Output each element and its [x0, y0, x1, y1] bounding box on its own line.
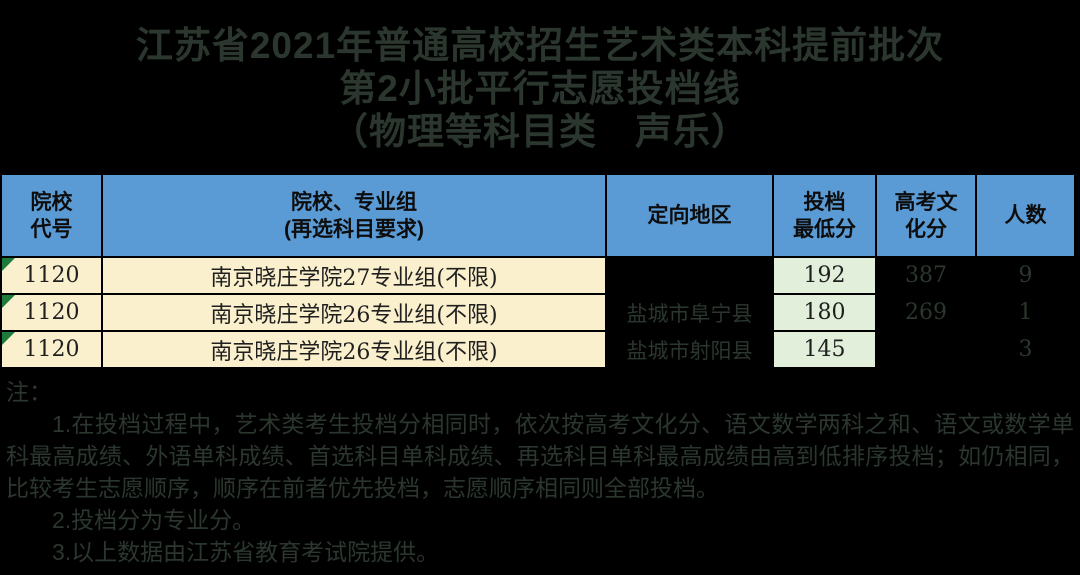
- cell-culture-score: 269: [877, 295, 975, 330]
- cell-college-code: 1120: [2, 258, 101, 293]
- cell-culture-score: 387: [877, 258, 975, 293]
- cell-count: 9: [977, 258, 1074, 293]
- cell-college-group: 南京晓庄学院26专业组(不限): [103, 295, 605, 330]
- header-college-group: 院校、专业组 (再选科目要求): [103, 175, 605, 256]
- title-line-3: （物理等科目类 声乐）: [331, 111, 749, 152]
- cell-min-score: 192: [774, 258, 875, 293]
- cell-count: 3: [977, 332, 1074, 367]
- notes-section: 注： 1.在投档过程中，艺术类考生投档分相同时，依次按高考文化分、语文数学两科之…: [6, 376, 1074, 568]
- cell-target-region: 盐城市阜宁县: [607, 295, 772, 330]
- cell-target-region: 盐城市射阳县: [607, 332, 772, 367]
- header-min-score: 投档 最低分: [774, 175, 875, 256]
- header-culture-score: 高考文 化分: [877, 175, 975, 256]
- note-item-1: 1.在投档过程中，艺术类考生投档分相同时，依次按高考文化分、语文数学两科之和、语…: [6, 411, 1074, 501]
- header-target-region: 定向地区: [607, 175, 772, 256]
- college-code-value: 1120: [23, 337, 80, 362]
- college-code-value: 1120: [23, 263, 80, 288]
- note-item-3: 3.以上数据由江苏省教育考试院提供。: [52, 539, 440, 565]
- cell-target-region: [607, 258, 772, 293]
- cell-min-score: 180: [774, 295, 875, 330]
- title-line-1: 江苏省2021年普通高校招生艺术类本科提前批次: [135, 25, 945, 66]
- header-count: 人数: [977, 175, 1074, 256]
- cell-count: 1: [977, 295, 1074, 330]
- cell-college-code: 1120: [2, 295, 101, 330]
- cell-min-score: 145: [774, 332, 875, 367]
- admission-cutoff-table: 院校 代号 院校、专业组 (再选科目要求) 定向地区 投档 最低分 高考文 化分…: [2, 175, 1074, 367]
- cell-culture-score: [877, 332, 975, 367]
- excel-flag-triangle-icon: [2, 258, 15, 271]
- note-item-2: 2.投档分为专业分。: [52, 507, 256, 533]
- cell-college-group: 南京晓庄学院27专业组(不限): [103, 258, 605, 293]
- notes-label: 注：: [6, 379, 52, 405]
- title-line-2: 第2小批平行志愿投档线: [339, 68, 741, 109]
- cell-college-group: 南京晓庄学院26专业组(不限): [103, 332, 605, 367]
- college-code-value: 1120: [23, 300, 80, 325]
- excel-flag-triangle-icon: [2, 332, 15, 345]
- excel-flag-triangle-icon: [2, 295, 15, 308]
- cell-college-code: 1120: [2, 332, 101, 367]
- header-college-code: 院校 代号: [2, 175, 101, 256]
- page-title: 江苏省2021年普通高校招生艺术类本科提前批次 第2小批平行志愿投档线 （物理等…: [0, 24, 1080, 153]
